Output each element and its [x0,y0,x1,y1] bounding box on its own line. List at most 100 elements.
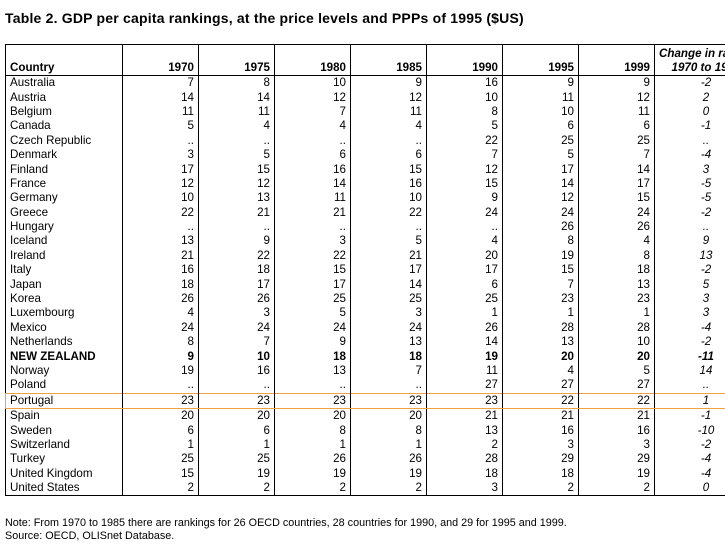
cell-change: 3 [654,291,725,307]
cell-rank: 13 [198,191,275,206]
cell-rank: 10 [502,104,579,120]
table-footnote: Note: From 1970 to 1985 there are rankin… [5,517,567,543]
cell-rank: 22 [122,205,199,220]
cell-rank: 14 [426,335,503,350]
cell-rank: 25 [198,452,275,467]
cell-country: Australia [10,76,56,90]
cell-rank: 1 [198,437,275,453]
cell-country: NEW ZEALAND [10,349,96,363]
cell-rank: .. [274,219,351,235]
cell-rank: 4 [122,306,199,321]
cell-rank: 11 [198,104,275,120]
cell-rank: 19 [578,466,655,481]
cell-rank: 12 [274,90,351,105]
cell-rank: 8 [198,75,275,91]
table-row: Switzerland 1 1 1 1 2 3 3 -2 [6,437,725,453]
cell-rank: 19 [122,363,199,379]
table-row: Portugal 23 23 23 23 23 22 22 1 [5,392,725,409]
cell-change: -1 [654,119,725,134]
cell-rank: 3 [122,147,199,163]
cell-country: Germany [10,191,58,205]
cell-rank: 13 [502,335,579,350]
cell-rank: .. [350,133,427,148]
cell-rank: 2 [350,480,427,496]
cell-rank: 21 [122,248,199,264]
cell-rank: 4 [198,119,275,134]
cell-rank: 11 [122,104,199,120]
cell-rank: 16 [350,176,427,192]
cell-rank: 20 [122,408,199,424]
cell-rank: 6 [350,147,427,163]
cell-rank: 4 [350,119,427,134]
header-year: 1975 [198,44,275,76]
cell-rank: 24 [502,205,579,220]
cell-rank: 22 [350,205,427,220]
cell-change: -4 [654,147,725,163]
cell-rank: 9 [122,349,199,364]
cell-rank: 20 [274,408,351,424]
cell-rank: 19 [350,466,427,481]
cell-country: Poland [10,378,47,392]
table-row: Belgium 11 11 7 11 8 10 11 0 [6,104,725,120]
cell-rank: 12 [426,162,503,177]
header-change: Change in ranking 1970 to 1999 [654,44,725,76]
cell-rank: 18 [274,349,351,364]
cell-rank: 10 [350,191,427,206]
cell-rank: 19 [198,466,275,481]
cell-change: .. [654,378,725,394]
table-row: Finland 17 15 16 15 12 17 14 3 [6,162,725,177]
cell-country: Japan [10,277,42,291]
cell-rank: 7 [426,147,503,163]
cell-rank: 19 [274,466,351,481]
table-title: Table 2. GDP per capita rankings, at the… [5,10,524,26]
cell-rank: .. [122,133,199,148]
cell-change: -1 [654,408,725,424]
cell-rank: .. [350,378,427,394]
cell-rank: 13 [274,363,351,379]
table-row: Germany 10 13 11 10 9 12 15 -5 [6,191,725,206]
header-year: 1995 [502,44,579,76]
cell-rank: 23 [502,291,579,307]
cell-rank: 27 [578,378,655,394]
table-row: Australia 7 8 10 9 16 9 9 -2 [6,75,725,91]
cell-country: Netherlands [10,335,73,349]
cell-rank: 1 [578,306,655,321]
cell-rank: 28 [578,320,655,336]
cell-rank: 8 [122,335,199,350]
table-row: Canada 5 4 4 4 5 6 6 -1 [6,119,725,134]
cell-country: Greece [10,205,49,219]
cell-rank: 22 [502,392,579,409]
cell-rank: 25 [578,133,655,148]
cell-rank: 15 [502,263,579,278]
cell-rank: 22 [578,392,655,409]
table-row: Greece 22 21 21 22 24 24 24 -2 [6,205,725,220]
cell-rank: 14 [122,90,199,105]
source-text: Source: OECD, OLISnet Database. [5,530,175,542]
cell-rank: 17 [426,263,503,278]
cell-rank: 15 [274,263,351,278]
cell-rank: 22 [426,133,503,148]
cell-change: 0 [654,480,725,496]
cell-rank: 8 [578,248,655,264]
table-row: Sweden 6 6 8 8 13 16 16 -10 [6,423,725,438]
cell-rank: 25 [350,291,427,307]
cell-rank: 8 [502,234,579,249]
cell-rank: 26 [274,452,351,467]
cell-change: -2 [654,75,725,91]
cell-rank: 26 [198,291,275,307]
table-row: Ireland 21 22 22 21 20 19 8 13 [6,248,725,264]
cell-rank: 3 [426,480,503,496]
table-row: Korea 26 26 25 25 25 23 23 3 [6,291,725,307]
cell-rank: 9 [426,191,503,206]
cell-rank: 7 [122,75,199,91]
cell-country: Spain [10,409,40,423]
cell-rank: 1 [502,306,579,321]
cell-rank: 18 [198,263,275,278]
cell-rank: 13 [426,423,503,438]
cell-rank: 13 [578,277,655,292]
cell-rank: .. [426,219,503,235]
cell-rank: 14 [350,277,427,292]
cell-rank: 21 [502,408,579,424]
cell-country: Turkey [10,452,46,466]
cell-rank: 8 [350,423,427,438]
